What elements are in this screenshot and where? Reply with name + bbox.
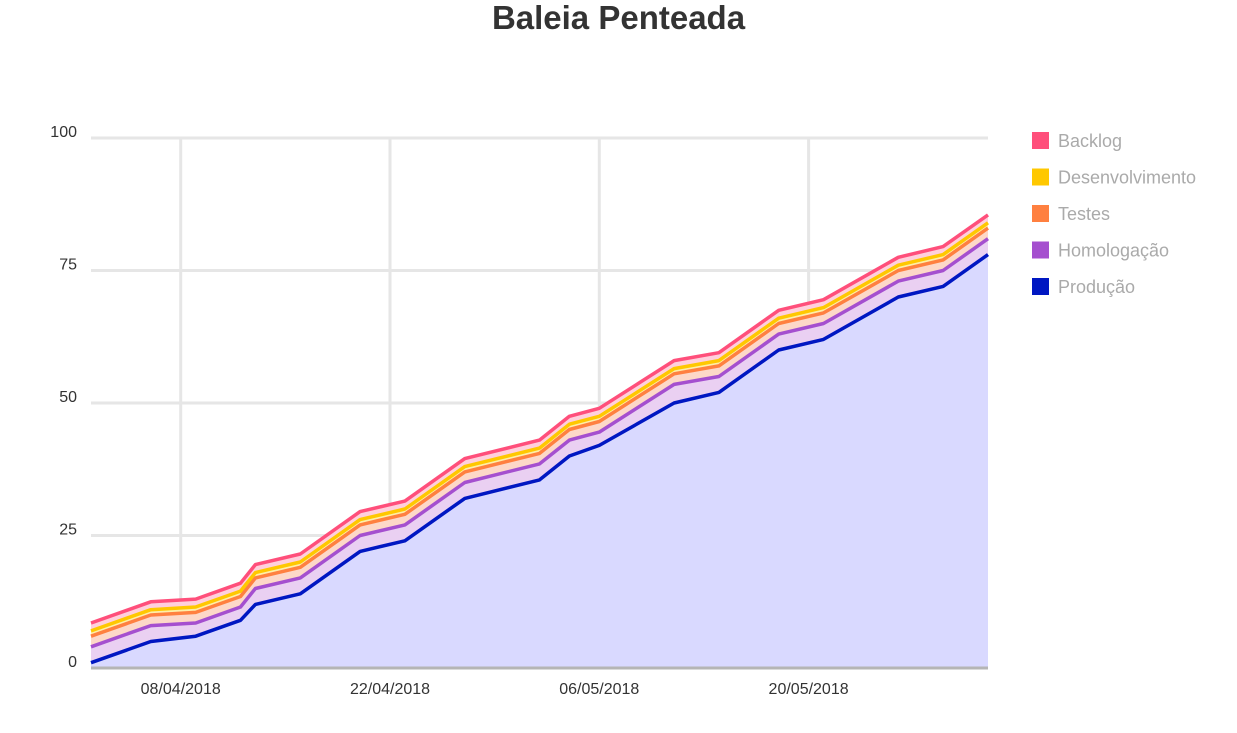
legend-swatch <box>1032 278 1049 295</box>
legend-swatch <box>1032 205 1049 222</box>
legend-item: Backlog <box>1032 131 1122 151</box>
y-tick-label: 0 <box>68 654 77 671</box>
legend-swatch <box>1032 168 1049 186</box>
legend-item: Testes <box>1032 204 1110 224</box>
area-producao <box>91 254 988 668</box>
legend-item: Homologação <box>1032 241 1169 261</box>
legend-label: Produção <box>1058 277 1135 297</box>
line-desenvolvimento <box>90 221 990 633</box>
legend-label: Testes <box>1058 204 1110 224</box>
line-layer <box>90 213 990 665</box>
y-tick-label: 25 <box>59 522 77 539</box>
x-tick-label: 06/05/2018 <box>559 681 639 698</box>
y-tick-label: 50 <box>59 389 77 406</box>
legend-label: Desenvolvimento <box>1058 168 1196 188</box>
chart-title: Baleia Penteada <box>491 0 746 36</box>
x-tick-label: 20/05/2018 <box>769 681 849 698</box>
x-tick-label: 22/04/2018 <box>350 681 430 698</box>
x-tick-label: 08/04/2018 <box>141 681 221 698</box>
legend: Backlog Desenvolvimento Testes Homologação P… <box>1032 131 1196 297</box>
line-backlog <box>90 213 990 625</box>
y-tick-label: 100 <box>50 124 77 141</box>
y-tick-label: 75 <box>59 257 77 274</box>
line-testes <box>90 226 990 638</box>
line-homologacao <box>90 237 990 649</box>
legend-label: Homologação <box>1058 241 1169 261</box>
line-producao <box>90 253 990 665</box>
legend-label: Backlog <box>1058 131 1122 151</box>
legend-item: Produção <box>1032 277 1135 297</box>
legend-swatch <box>1032 132 1049 149</box>
axis-layer: 0 25 50 75 100 08/04/2018 22/04/2018 06/05/2018… <box>50 124 988 698</box>
legend-item: Desenvolvimento <box>1032 168 1196 188</box>
legend-swatch <box>1032 241 1049 259</box>
